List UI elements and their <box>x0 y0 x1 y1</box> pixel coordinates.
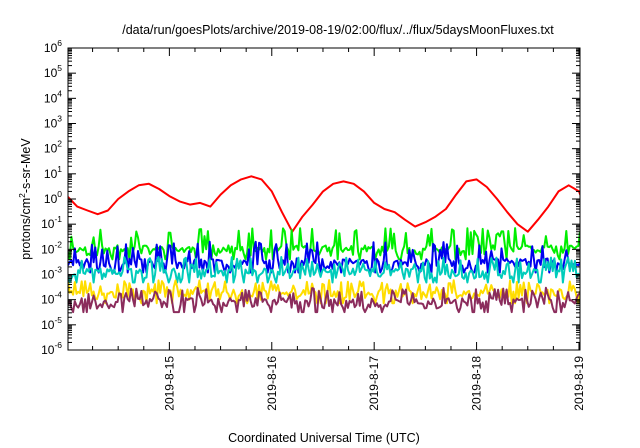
x-axis: 2019-8-15 2019-8-16 2019-8-17 2019-8-18 2019… <box>92 48 586 411</box>
x-axis-label: Coordinated Universal Time (UTC) <box>228 431 420 445</box>
y-tick-label: 10-6 <box>41 340 62 357</box>
y-tick-label: 100 <box>44 189 62 206</box>
x-tick-label: 2019-8-17 <box>367 356 381 411</box>
y-tick-label: 10-2 <box>41 239 62 256</box>
y-axis-label: protons/cm2-s-sr-MeV <box>17 138 33 260</box>
y-tick-label: 101 <box>44 164 62 181</box>
y-tick-label: 10-5 <box>41 315 62 332</box>
series-layer <box>68 175 580 314</box>
series-line-1 <box>68 175 580 233</box>
x-tick-label: 2019-8-15 <box>162 356 176 411</box>
y-tick-label: 106 <box>44 38 62 55</box>
y-tick-label: 103 <box>44 114 62 131</box>
y-axis: 10-6 10-5 10-4 10-3 10-2 10-1 100 101 102 103 104 1… <box>41 38 580 357</box>
series-line-6 <box>68 286 580 314</box>
y-tick-label: 10-3 <box>41 265 62 282</box>
y-tick-label: 102 <box>44 139 62 156</box>
series-line-2 <box>68 227 580 261</box>
y-tick-label: 10-4 <box>41 290 62 307</box>
y-tick-label: 104 <box>44 88 62 105</box>
chart-title: /data/run/goesPlots/archive/2019-08-19/0… <box>122 23 554 37</box>
x-tick-label: 2019-8-19 <box>572 356 586 411</box>
series-line-3 <box>68 240 580 274</box>
x-tick-label: 2019-8-16 <box>265 356 279 411</box>
y-tick-label: 10-1 <box>41 214 62 231</box>
x-tick-label: 2019-8-18 <box>470 356 484 411</box>
y-tick-label: 105 <box>44 63 62 80</box>
series-line-4 <box>68 255 580 284</box>
